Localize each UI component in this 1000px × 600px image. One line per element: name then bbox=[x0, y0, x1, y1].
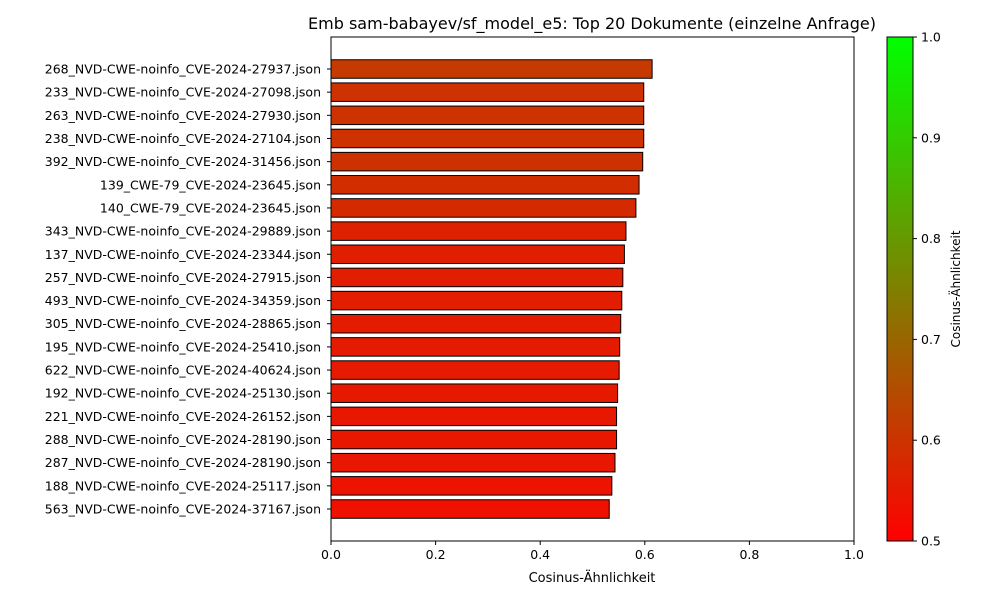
x-tick-label: 0.2 bbox=[426, 547, 446, 562]
y-tick-label: 238_NVD-CWE-noinfo_CVE-2024-27104.json bbox=[45, 131, 321, 146]
bar bbox=[330, 221, 627, 241]
colorbar-tick-label: 0.7 bbox=[921, 332, 941, 347]
x-tick-label: 0.4 bbox=[530, 547, 550, 562]
bar bbox=[330, 175, 640, 195]
bar bbox=[330, 476, 613, 496]
y-tick-label: 287_NVD-CWE-noinfo_CVE-2024-28190.json bbox=[45, 455, 321, 470]
y-tick-label: 137_NVD-CWE-noinfo_CVE-2024-23344.json bbox=[45, 247, 321, 262]
bar bbox=[330, 198, 637, 218]
x-tick-label: 0.6 bbox=[635, 547, 655, 562]
colorbar-tick-label: 0.5 bbox=[921, 534, 941, 549]
y-tick-label: 305_NVD-CWE-noinfo_CVE-2024-28865.json bbox=[45, 316, 321, 331]
colorbar-tick-label: 0.6 bbox=[921, 433, 941, 448]
chart-title: Emb sam-babayev/sf_model_e5: Top 20 Doku… bbox=[308, 14, 876, 34]
y-axis: 268_NVD-CWE-noinfo_CVE-2024-27937.json 23… bbox=[45, 62, 331, 517]
bar bbox=[330, 313, 622, 334]
y-tick-label: 188_NVD-CWE-noinfo_CVE-2024-25117.json bbox=[45, 478, 321, 493]
bar bbox=[330, 82, 645, 102]
x-tick-label: 1.0 bbox=[844, 547, 864, 562]
y-tick-label: 288_NVD-CWE-noinfo_CVE-2024-28190.json bbox=[45, 432, 321, 447]
bar bbox=[330, 151, 644, 172]
y-tick-label: 221_NVD-CWE-noinfo_CVE-2024-26152.json bbox=[45, 409, 321, 424]
y-tick-label: 268_NVD-CWE-noinfo_CVE-2024-27937.json bbox=[45, 62, 321, 77]
bar bbox=[330, 244, 625, 265]
y-tick-label: 563_NVD-CWE-noinfo_CVE-2024-37167.json bbox=[45, 502, 321, 517]
bar bbox=[330, 429, 618, 450]
y-tick-label: 192_NVD-CWE-noinfo_CVE-2024-25130.json bbox=[45, 386, 321, 401]
bar bbox=[330, 360, 620, 380]
x-axis-label: Cosinus-Ähnlichkeit bbox=[529, 570, 656, 586]
colorbar-tick-label: 0.9 bbox=[921, 130, 941, 145]
colorbar-ticks: 0.5 0.6 0.7 0.8 0.9 1.0 bbox=[913, 30, 941, 549]
y-tick-label: 493_NVD-CWE-noinfo_CVE-2024-34359.json bbox=[45, 293, 321, 308]
colorbar-tick-label: 0.8 bbox=[921, 231, 941, 246]
y-tick-label: 140_CWE-79_CVE-2024-23645.json bbox=[100, 200, 321, 215]
bar bbox=[330, 267, 624, 288]
bar bbox=[330, 128, 645, 149]
y-tick-label: 263_NVD-CWE-noinfo_CVE-2024-27930.json bbox=[45, 108, 321, 123]
colorbar-label: Cosinus-Ähnlichkeit bbox=[948, 230, 963, 347]
colorbar-tick-label: 1.0 bbox=[921, 30, 941, 45]
y-tick-label: 622_NVD-CWE-noinfo_CVE-2024-40624.json bbox=[45, 363, 321, 378]
bar bbox=[330, 406, 618, 427]
bar bbox=[330, 105, 645, 126]
y-tick-label: 257_NVD-CWE-noinfo_CVE-2024-27915.json bbox=[45, 270, 321, 285]
y-tick-label: 139_CWE-79_CVE-2024-23645.json bbox=[100, 177, 321, 192]
x-axis: 0.0 0.2 0.4 0.6 0.8 1.0 bbox=[321, 541, 864, 562]
x-tick-label: 0.8 bbox=[739, 547, 759, 562]
bar bbox=[330, 59, 653, 79]
y-tick-label: 233_NVD-CWE-noinfo_CVE-2024-27098.json bbox=[45, 85, 321, 100]
colorbar: 0.5 0.6 0.7 0.8 0.9 1.0 Cosinus-Ähnlichkeit bbox=[886, 30, 963, 549]
x-tick-label: 0.0 bbox=[321, 547, 341, 562]
bar bbox=[330, 499, 610, 519]
bar bbox=[330, 337, 621, 357]
colorbar-gradient bbox=[886, 36, 914, 542]
bar bbox=[330, 383, 619, 403]
y-tick-label: 392_NVD-CWE-noinfo_CVE-2024-31456.json bbox=[45, 154, 321, 169]
bar bbox=[330, 452, 616, 473]
plot-area bbox=[330, 59, 653, 519]
y-tick-label: 195_NVD-CWE-noinfo_CVE-2024-25410.json bbox=[45, 339, 321, 354]
bar bbox=[330, 290, 623, 311]
y-tick-label: 343_NVD-CWE-noinfo_CVE-2024-29889.json bbox=[45, 224, 321, 239]
plot-frame bbox=[330, 36, 855, 542]
